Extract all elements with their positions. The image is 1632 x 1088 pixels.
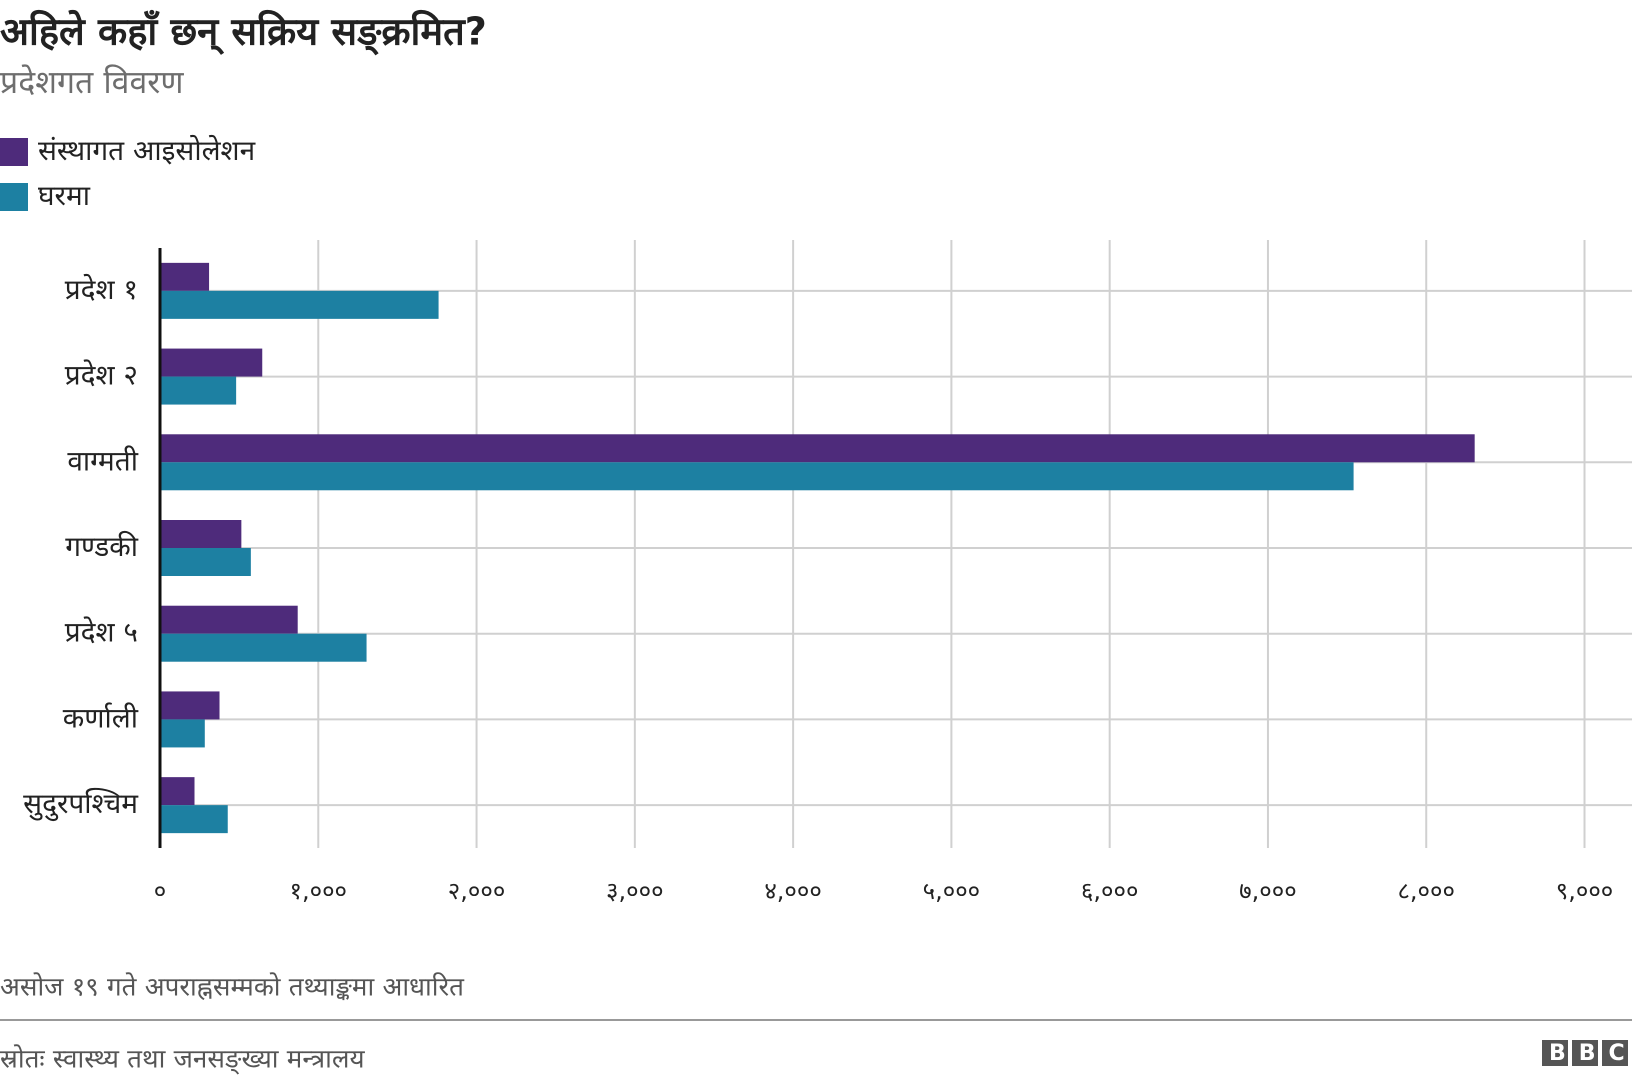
bar: [160, 520, 242, 548]
y-tick-label: प्रदेश ५: [65, 616, 138, 649]
bar: [160, 348, 263, 377]
bar: [160, 376, 237, 405]
x-tick-label: ८,०००: [1397, 877, 1455, 905]
bar: [160, 462, 1354, 491]
x-tick-label: ६,०००: [1081, 877, 1139, 905]
bar: [160, 605, 298, 634]
x-tick-label: ७,०००: [1239, 877, 1297, 905]
footnote: असोज १९ गते अपराह्नसम्मको तथ्याङ्कमा आधा…: [0, 972, 465, 1003]
bar: [160, 262, 210, 291]
logo-box: [1542, 1040, 1568, 1066]
x-tick-label: ४,०००: [764, 877, 822, 905]
bar: [160, 548, 251, 576]
logo-text: BBC: [1549, 1041, 1632, 1066]
logo-box: [1602, 1040, 1628, 1066]
legend-swatch: [0, 183, 28, 211]
x-tick-label: ०: [154, 877, 166, 905]
bar: [160, 805, 228, 834]
y-tick-label: कर्णाली: [63, 701, 139, 734]
logo: BBC: [1542, 1040, 1632, 1066]
x-tick-label: २,०००: [448, 877, 506, 905]
legend-swatch: [0, 138, 28, 166]
logo-box: [1572, 1040, 1598, 1066]
legend-label: घरमा: [38, 179, 91, 212]
chart-title: अहिले कहाँ छन् सक्रिय सङ्क्रमित?: [0, 10, 487, 56]
chart-subtitle: प्रदेशगत विवरण: [0, 63, 184, 101]
y-tick-label: गण्डकी: [65, 530, 139, 563]
x-tick-label: ९,०००: [1556, 877, 1614, 905]
x-tick-label: ५,०००: [923, 877, 981, 905]
x-tick-label: ३,०००: [606, 877, 664, 905]
x-tick-label: १,०००: [289, 877, 347, 905]
y-tick-label: प्रदेश १: [65, 273, 138, 306]
bar: [160, 633, 367, 662]
bar: [160, 777, 195, 806]
bar: [160, 290, 439, 319]
bar: [160, 434, 1475, 463]
y-tick-label: प्रदेश २: [65, 359, 138, 392]
bar: [160, 691, 220, 720]
bar: [160, 719, 205, 748]
y-tick-label: वाग्मती: [67, 444, 138, 477]
y-tick-label: सुदुरपश्चिम: [23, 787, 139, 822]
source: स्रोतः स्वास्थ्य तथा जनसङ्ख्या मन्त्रालय: [0, 1044, 365, 1075]
legend-label: संस्थागत आइसोलेशन: [38, 134, 256, 167]
